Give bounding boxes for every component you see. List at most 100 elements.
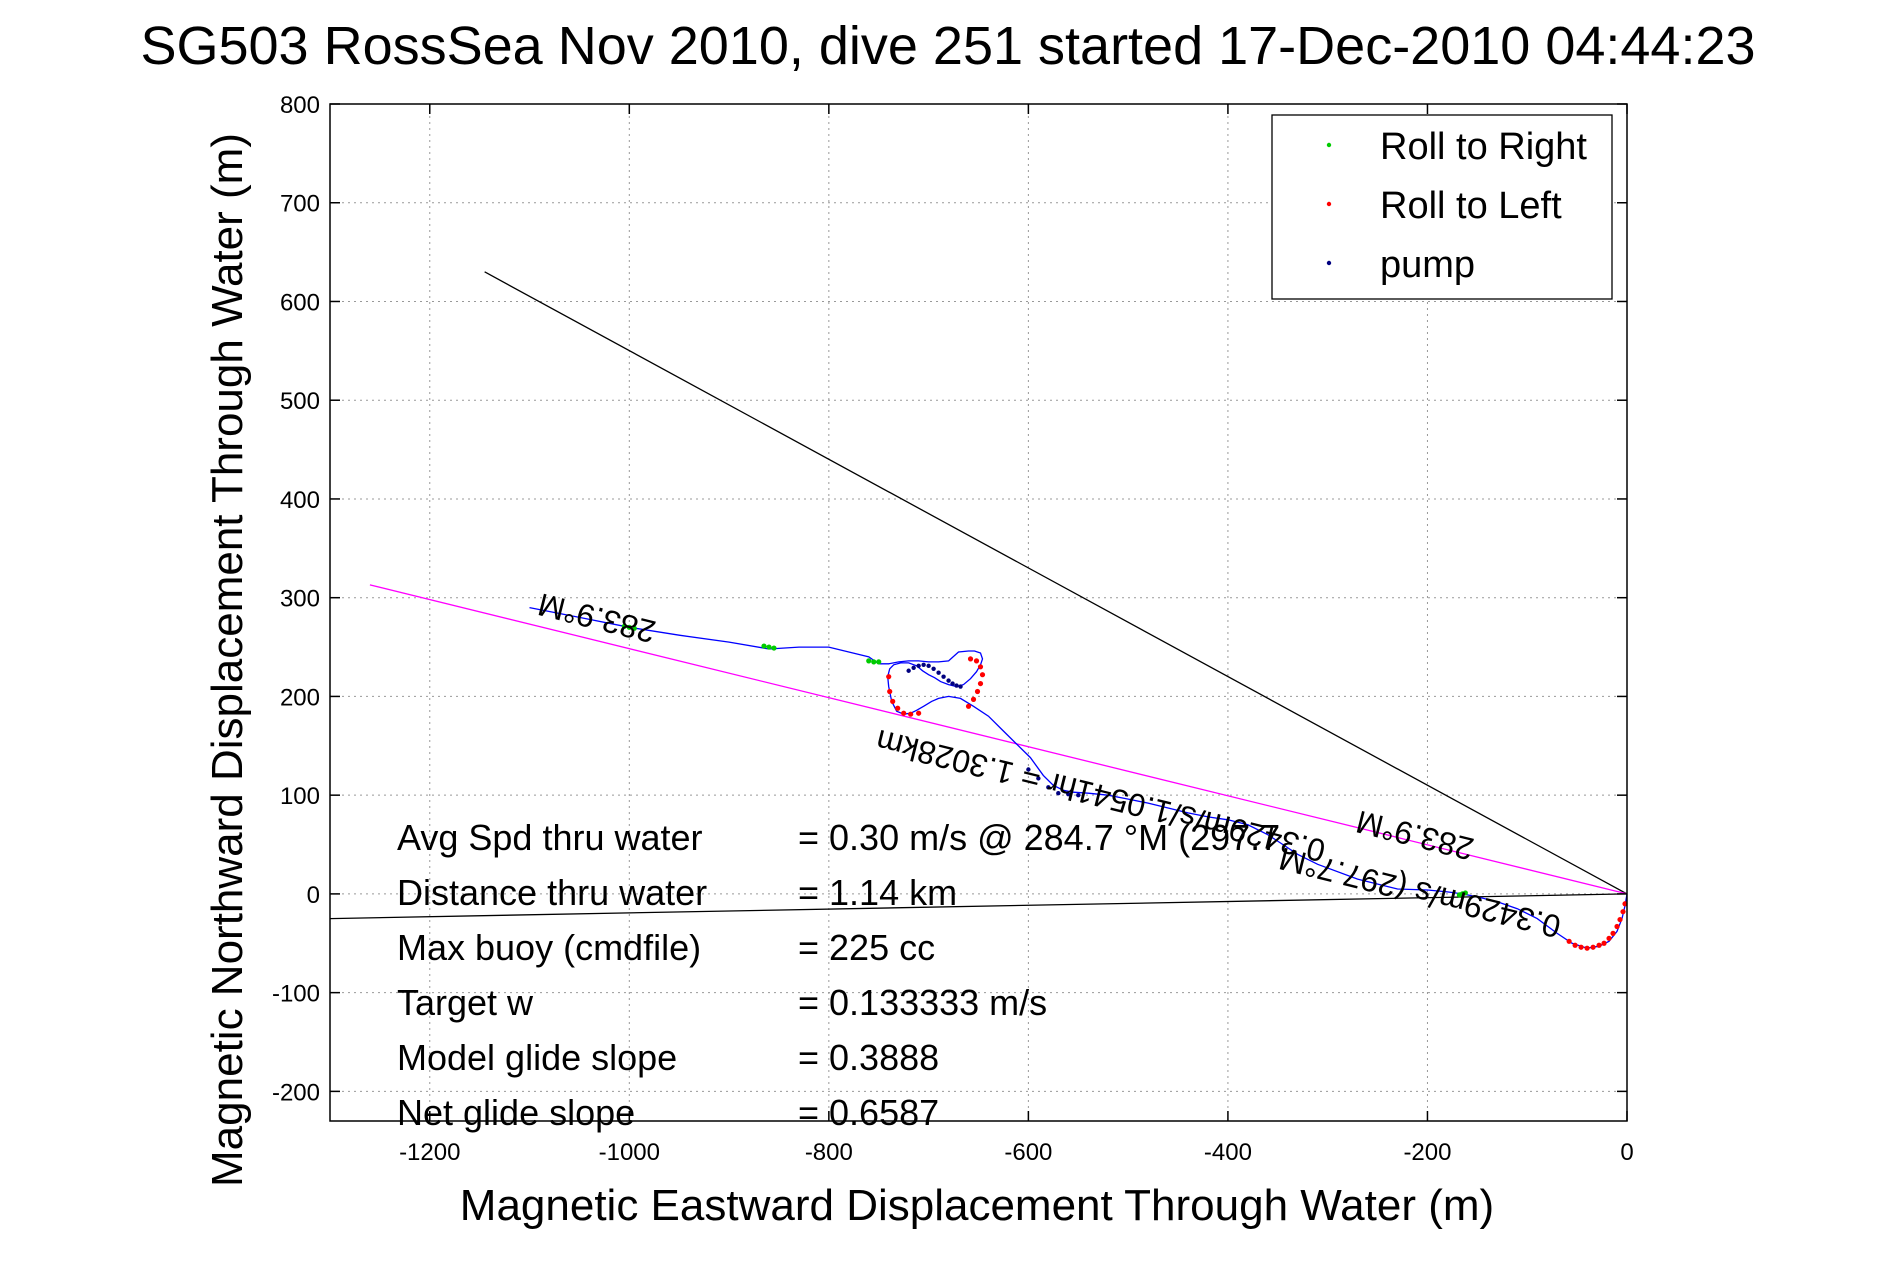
pump-point [941, 674, 946, 679]
y-tick-label: 0 [307, 882, 320, 909]
pump-point [1066, 791, 1071, 797]
x-tick-label: 0 [1620, 1139, 1633, 1166]
pump-point [954, 683, 959, 688]
roll-left-point [1601, 940, 1607, 946]
roll-right-point [1462, 890, 1468, 896]
y-tick-label: 300 [280, 586, 320, 613]
legend-label: pump [1380, 244, 1475, 286]
roll-right-point [621, 623, 627, 629]
annotation-label: Max buoy (cmdfile) [397, 927, 701, 968]
roll-left-point [1617, 916, 1623, 923]
reference-line [369, 584, 1628, 895]
roll-left-point [974, 688, 981, 695]
x-tick-label: -1200 [399, 1139, 460, 1166]
reference-lines [329, 271, 1628, 920]
plot-border [329, 103, 1628, 1122]
chart-title: SG503 RossSea Nov 2010, dive 251 started… [140, 16, 1755, 76]
x-tick-label: -800 [805, 1139, 853, 1166]
y-tick-label: 700 [280, 191, 320, 218]
legend-label: Roll to Right [1380, 126, 1587, 168]
reference-line [484, 271, 1628, 895]
y-tick-label: -100 [272, 981, 320, 1008]
x-tick-label: -400 [1204, 1139, 1252, 1166]
track-line [529, 606, 1628, 949]
pump-point [906, 668, 911, 673]
annotation-label: Target w [397, 982, 534, 1023]
legend-swatch [1326, 142, 1332, 148]
roll-left-point [1572, 942, 1578, 948]
roll-left-point [977, 664, 984, 670]
roll-left-point [901, 710, 907, 716]
roll-left-point [979, 672, 986, 678]
y-axis-ticks: -200 -100 0 100 200 300 400 500 600 700 800 [272, 92, 1627, 1106]
roll-left-point [1606, 935, 1612, 941]
legend-swatch [1326, 201, 1332, 207]
y-tick-label: 500 [280, 388, 320, 415]
pump-point [926, 663, 931, 669]
y-tick-label: 600 [280, 289, 320, 316]
roll-left-point [1610, 930, 1616, 936]
pump-point [1056, 790, 1061, 796]
roll-right-point [766, 644, 772, 650]
y-tick-label: 100 [280, 783, 320, 810]
annotation-label: Net glide slope [397, 1092, 635, 1133]
pump-point [946, 678, 951, 683]
pump-point [1046, 785, 1051, 790]
roll-right-point [771, 645, 777, 651]
annotation-label: Model glide slope [397, 1037, 677, 1078]
legend-swatch [1326, 260, 1332, 266]
y-tick-label: 800 [280, 92, 320, 119]
annotation-value: = 225 cc [798, 927, 935, 968]
pump-point [936, 670, 941, 675]
roll-right-point [631, 625, 637, 631]
roll-left-point [887, 688, 893, 695]
roll-left-point [895, 705, 901, 711]
annotation-label: Avg Spd thru water [397, 817, 703, 858]
roll-left-point [970, 696, 977, 702]
annotation-value: = 0.6587 [798, 1092, 939, 1133]
roll-left-point [890, 698, 896, 704]
pump-point [911, 665, 916, 670]
y-axis-label: Magnetic Northward Displacement Through … [203, 133, 252, 1187]
roll-left-point [1620, 909, 1626, 915]
roll-left-point [1590, 944, 1596, 950]
roll-left-point [886, 674, 892, 680]
x-tick-label: -600 [1004, 1139, 1052, 1166]
roll-right-point [761, 643, 767, 649]
roll-right-point [866, 658, 872, 664]
annotation-label: Distance thru water [397, 872, 707, 913]
roll-right-point [1456, 892, 1462, 898]
roll-left-point [977, 680, 984, 687]
roll-left-point [1596, 942, 1602, 948]
pump-point [921, 662, 926, 668]
x-tick-label: -200 [1403, 1139, 1451, 1166]
legend-label: Roll to Left [1380, 185, 1562, 227]
roll-left-point [967, 656, 974, 662]
y-tick-label: -200 [272, 1079, 320, 1106]
pump-point [950, 681, 955, 686]
pump-point [1036, 776, 1041, 781]
pump-point [916, 663, 921, 669]
dive-track [529, 606, 1628, 949]
x-tick-label: -1000 [599, 1139, 660, 1166]
roll-left-point [908, 711, 914, 717]
roll-left-point [1566, 938, 1572, 944]
y-tick-label: 200 [280, 684, 320, 711]
roll-left-point [965, 703, 972, 709]
pump-point [958, 684, 963, 689]
y-tick-label: 400 [280, 487, 320, 514]
reference-line [329, 893, 1628, 920]
roll-left-point [1584, 945, 1590, 951]
roll-left-point [916, 710, 922, 716]
annotation-value: = 0.3888 [798, 1037, 939, 1078]
roll-right-point [626, 624, 632, 630]
x-axis-ticks: -1200 -1000 -800 -600 -400 -200 0 [399, 104, 1634, 1166]
roll-right-point [876, 659, 882, 665]
pump-point [1026, 767, 1031, 772]
annotation-value: = 1.14 km [798, 872, 957, 913]
pump-point [1076, 792, 1081, 798]
annotation-block: Avg Spd thru water = 0.30 m/s @ 284.7 °M … [397, 817, 1280, 1133]
marker-points [621, 623, 1628, 951]
x-axis-label: Magnetic Eastward Displacement Through W… [460, 1181, 1494, 1230]
